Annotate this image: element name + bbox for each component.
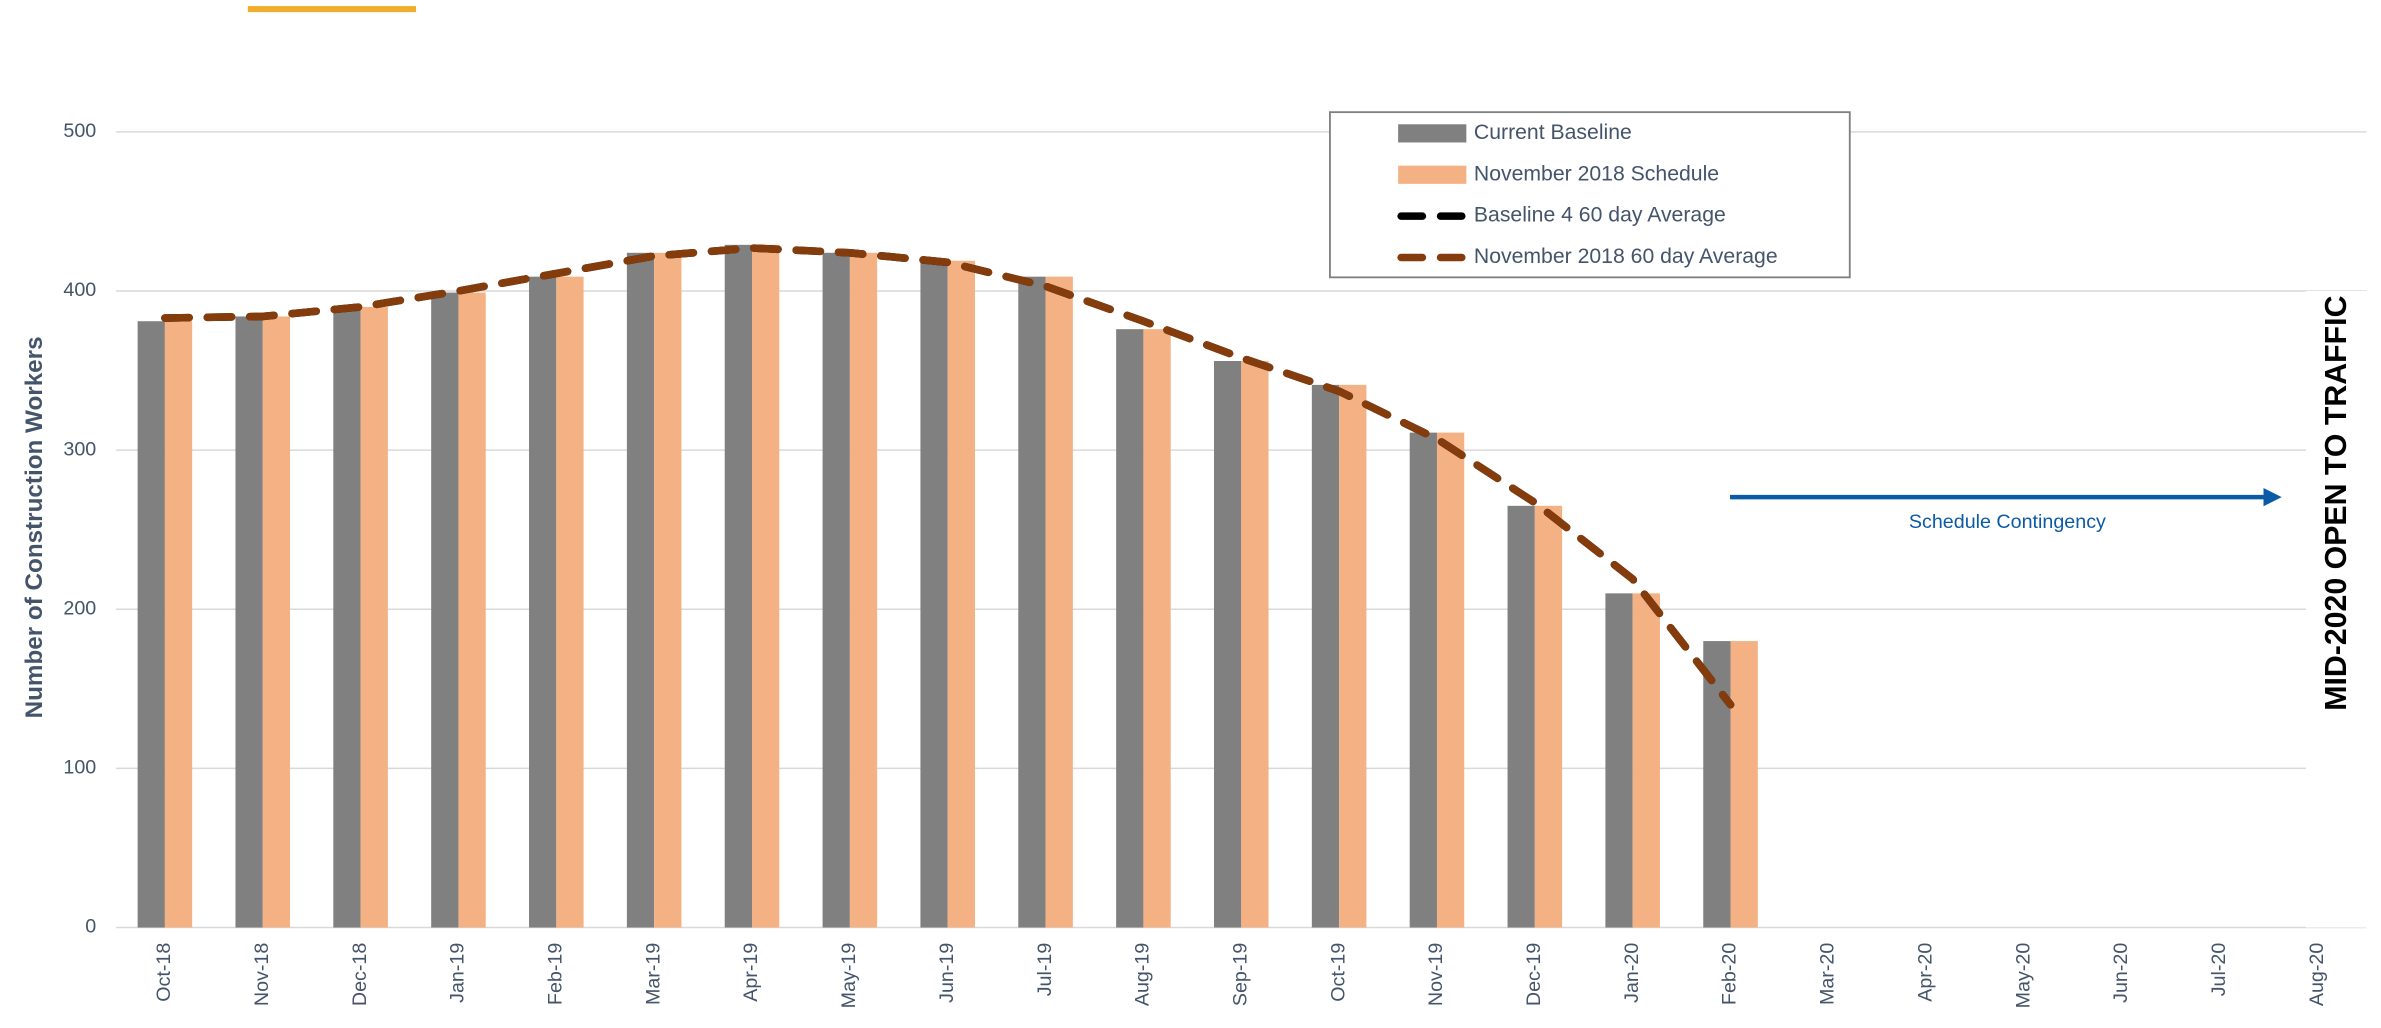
x-tick-label: Apr-19	[740, 943, 762, 1002]
x-tick-label: Dec-18	[349, 943, 371, 1007]
bar	[1730, 641, 1758, 928]
bar	[1045, 276, 1073, 928]
bar	[724, 244, 753, 928]
bar	[849, 252, 878, 928]
bar	[920, 260, 948, 928]
x-tick-label: Nov-19	[1425, 943, 1447, 1007]
y-tick-label: 300	[63, 438, 96, 460]
legend-label: Baseline 4 60 day Average	[1474, 204, 1726, 227]
legend-swatch	[1398, 165, 1467, 184]
x-tick-label: Jul-19	[1034, 943, 1056, 997]
bar	[164, 321, 193, 928]
x-tick-label: Jul-20	[2208, 943, 2230, 997]
bar	[1534, 505, 1563, 928]
x-tick-label: Apr-20	[1914, 943, 1936, 1002]
x-tick-label: Sep-19	[1229, 943, 1251, 1007]
legend-swatch	[1398, 124, 1467, 143]
x-tick-label: Nov-18	[251, 943, 273, 1007]
bar	[626, 252, 655, 928]
avg-line	[161, 244, 1735, 709]
bar	[1213, 361, 1242, 928]
plot: 0 100 200 300 400 500 Oct-18 Nov-18 Dec-18 Jan-19…	[63, 120, 2367, 1009]
bar	[137, 321, 165, 928]
x-tick-label: Mar-19	[642, 943, 664, 1005]
y-tick-label: 200	[63, 597, 96, 619]
x-tick-label: Jun-19	[936, 943, 958, 1003]
x-tick-label: Oct-18	[153, 943, 175, 1002]
bar	[822, 252, 850, 928]
y-tick-label: 100	[63, 757, 96, 779]
bar	[1241, 361, 1269, 928]
annotation: MID-2020 OPEN TO TRAFFIC	[2320, 295, 2353, 710]
x-tick-label: May-19	[838, 943, 860, 1009]
bar	[235, 316, 263, 928]
bar	[458, 292, 486, 928]
x-tick-label: Mar-20	[1817, 943, 1839, 1005]
x-tick-label: Aug-19	[1132, 943, 1154, 1007]
x-tick-label: Jun-20	[2110, 943, 2132, 1003]
x-tick-label: Feb-20	[1719, 943, 1741, 1005]
bar	[1409, 432, 1437, 928]
bar	[333, 306, 361, 928]
decor-bar	[247, 6, 417, 13]
bar	[1116, 329, 1144, 928]
x-tick-label: Jan-19	[447, 943, 469, 1003]
legend-label: November 2018 Schedule	[1474, 162, 1719, 185]
y-tick-label: 400	[63, 279, 96, 301]
bar	[431, 292, 459, 928]
bar	[752, 244, 780, 928]
bar	[1605, 593, 1633, 928]
arrow-head	[2263, 488, 2282, 507]
bar	[1339, 384, 1367, 928]
annotation-box	[2305, 290, 2379, 928]
bar	[1507, 505, 1535, 928]
bar	[556, 276, 584, 928]
x-tick-label: Jan-20	[1621, 943, 1643, 1003]
bar	[1703, 641, 1731, 928]
bar	[1143, 329, 1171, 928]
y-tick-label: 500	[63, 120, 96, 142]
x-tick-label: Oct-19	[1327, 943, 1349, 1002]
bar	[360, 306, 388, 928]
bar	[947, 260, 975, 928]
bar	[1018, 276, 1046, 928]
x-tick-label: Dec-19	[1523, 943, 1545, 1007]
bar	[529, 276, 557, 928]
legend-label: November 2018 60 day Average	[1474, 245, 1778, 268]
bar	[1436, 432, 1465, 928]
bar	[1632, 593, 1660, 928]
legend-label: Current Baseline	[1474, 121, 1632, 144]
y-tick-label: 0	[85, 916, 96, 938]
x-tick-label: Aug-20	[2306, 943, 2328, 1007]
x-tick-label: May-20	[2012, 943, 2034, 1009]
bar	[1311, 384, 1340, 928]
bar	[654, 252, 682, 928]
x-tick-label: Feb-19	[545, 943, 567, 1005]
annotation: Schedule Contingency	[1909, 511, 2106, 533]
bar	[262, 316, 291, 928]
y-axis-label: Number of Construction Workers	[21, 336, 48, 718]
